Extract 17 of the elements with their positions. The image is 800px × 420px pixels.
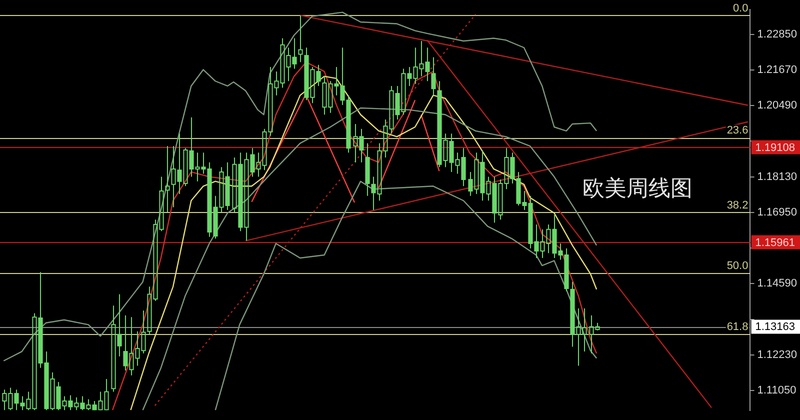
y-tick-label: 1.18130 bbox=[757, 170, 798, 183]
y-tick-label: 1.11050 bbox=[757, 384, 796, 397]
ref-line-label: 1.19108 bbox=[755, 142, 796, 154]
y-tick-label: 1.16950 bbox=[757, 206, 798, 218]
annotation: 61.8 bbox=[726, 321, 748, 334]
annotation: 23.6 bbox=[726, 124, 748, 137]
annotation: 38.2 bbox=[726, 199, 748, 212]
annotation: 0.0 bbox=[732, 2, 748, 14]
y-tick-label: 1.22850 bbox=[757, 28, 798, 40]
annotation: 欧美周线图 bbox=[582, 176, 693, 202]
y-tick-label: 1.14590 bbox=[757, 278, 798, 290]
ref-line-label: 1.15961 bbox=[755, 236, 796, 249]
ref-line-label: 1.13163 bbox=[755, 321, 796, 334]
y-tick-label: 1.12230 bbox=[757, 348, 798, 361]
y-tick-label: 1.21670 bbox=[757, 64, 798, 76]
y-tick-label: 1.20490 bbox=[757, 100, 798, 112]
annotation: 50.0 bbox=[726, 260, 748, 272]
